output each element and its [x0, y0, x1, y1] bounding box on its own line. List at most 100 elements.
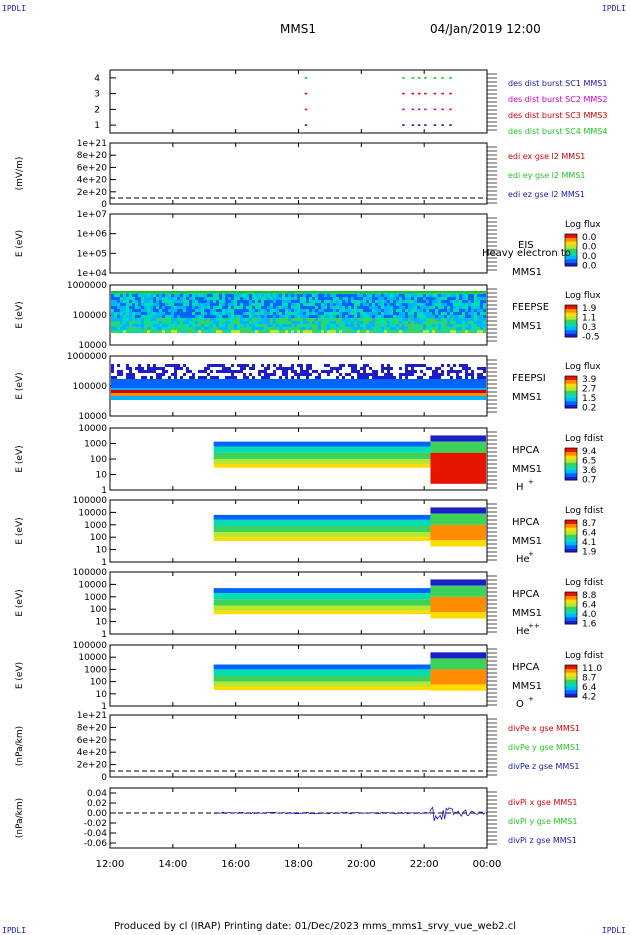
spectrogram-band — [213, 532, 431, 538]
spectrogram-cell — [369, 315, 372, 318]
spectrogram-cell — [453, 303, 456, 306]
spectrogram-cell — [216, 309, 219, 312]
spectrogram-cell — [171, 379, 174, 382]
spectrogram-cell — [177, 367, 180, 370]
spectrogram-cell — [447, 370, 450, 373]
spectrogram-cell — [153, 309, 156, 312]
spectrogram-cell — [147, 382, 150, 385]
spectrogram-cell — [261, 327, 264, 330]
spectrogram-cell — [288, 300, 291, 303]
spectrogram-cell — [336, 318, 339, 321]
spectrogram-cell — [123, 315, 126, 318]
spectrogram-cell — [135, 303, 138, 306]
spectrogram-cell — [225, 312, 228, 315]
spectrogram-cell — [306, 373, 309, 376]
spectrogram-cell — [213, 309, 216, 312]
spectrogram-cell — [390, 309, 393, 312]
spectrogram-cell — [174, 300, 177, 303]
spectrogram-cell — [288, 388, 291, 391]
spectrogram-cell — [432, 330, 435, 333]
spectrogram-cell — [225, 388, 228, 391]
spectrogram-cell — [453, 300, 456, 303]
spectrogram-cell — [336, 315, 339, 318]
spectrogram-cell — [123, 379, 126, 382]
spectrogram-cell — [153, 364, 156, 367]
spectrogram-cell — [441, 364, 444, 367]
spectrogram-cell — [237, 306, 240, 309]
spectrogram-cell — [399, 397, 402, 400]
burst-mark — [433, 77, 437, 79]
y-tick-label: -0.06 — [84, 839, 108, 849]
spectrogram-cell — [111, 388, 114, 391]
spectrogram-cell — [114, 385, 117, 388]
spectrogram-cell — [273, 330, 276, 333]
spectrogram-cell — [246, 300, 249, 303]
spectrogram-cell — [399, 327, 402, 330]
spectrogram-cell — [348, 379, 351, 382]
spectrogram-cell — [450, 385, 453, 388]
spectrogram-cell — [198, 306, 201, 309]
spectrogram-cell — [258, 315, 261, 318]
spectrogram-cell — [243, 379, 246, 382]
spectrogram-cell — [342, 321, 345, 324]
spectrogram-cell — [156, 388, 159, 391]
spectrogram-cell — [267, 318, 270, 321]
colorbar-swatch — [565, 397, 577, 402]
y-tick-label: 0.00 — [87, 809, 107, 819]
spectrogram-cell — [114, 303, 117, 306]
spectrogram-cell — [141, 294, 144, 297]
spectrogram-cell — [381, 385, 384, 388]
burst-mark — [424, 108, 427, 111]
spectrogram-cell — [246, 397, 249, 400]
spectrogram-band — [430, 658, 486, 670]
spectrogram-cell — [348, 294, 351, 297]
spectrogram-cell — [399, 303, 402, 306]
spectrogram-cell — [378, 309, 381, 312]
burst-mark — [433, 92, 437, 95]
spectrogram-cell — [144, 294, 147, 297]
spectrogram-cell — [294, 309, 297, 312]
spectrogram-cell — [450, 327, 453, 330]
spectrogram-cell — [411, 388, 414, 391]
spectrogram-cell — [285, 370, 288, 373]
spectrogram-cell — [360, 315, 363, 318]
x-tick-label: 14:00 — [158, 859, 187, 870]
spectrogram-cell — [117, 300, 120, 303]
spectrogram-cell — [435, 306, 438, 309]
spectrogram-cell — [231, 388, 234, 391]
spectrogram-cell — [483, 315, 486, 318]
colorbar-swatch — [565, 248, 577, 253]
spectrogram-cell — [171, 382, 174, 385]
colorbar-swatch — [565, 237, 577, 242]
spectrogram-band — [430, 452, 486, 484]
spectrogram-cell — [471, 294, 474, 297]
spectrogram-cell — [414, 370, 417, 373]
spectrogram-cell — [363, 327, 366, 330]
spectrogram-cell — [258, 373, 261, 376]
spectrogram-cell — [129, 373, 132, 376]
spectrogram-cell — [123, 397, 126, 400]
spectrogram-cell — [438, 373, 441, 376]
spectrogram-cell — [114, 330, 117, 333]
spectrogram-cell — [384, 379, 387, 382]
spectrogram-cell — [420, 324, 423, 327]
spectrogram-cell — [192, 388, 195, 391]
colorbar-tick-label: 1.1 — [582, 314, 596, 324]
spectrogram-cell — [219, 324, 222, 327]
spectrogram-cell — [318, 376, 321, 379]
spectrogram-cell — [192, 321, 195, 324]
spectrogram-cell — [228, 367, 231, 370]
spectrogram-cell — [264, 388, 267, 391]
spectrogram-cell — [249, 388, 252, 391]
spectrogram-cell — [255, 397, 258, 400]
spectrogram-cell — [390, 294, 393, 297]
colorbar-tick-label: 4.0 — [582, 610, 597, 620]
spectrogram-cell — [231, 321, 234, 324]
spectrogram-cell — [135, 306, 138, 309]
spectrogram-cell — [435, 397, 438, 400]
spectrogram-cell — [219, 364, 222, 367]
spectrogram-cell — [399, 388, 402, 391]
spectrogram-cell — [126, 388, 129, 391]
spectrogram-cell — [135, 297, 138, 300]
spectrogram-cell — [354, 294, 357, 297]
